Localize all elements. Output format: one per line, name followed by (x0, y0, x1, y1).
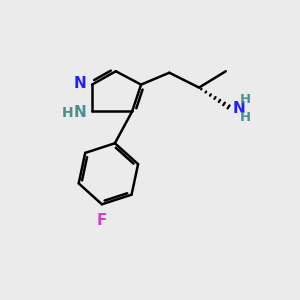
Text: H: H (62, 106, 74, 120)
Text: N: N (74, 76, 87, 91)
Text: H: H (239, 111, 250, 124)
Text: N: N (74, 105, 87, 120)
Text: H: H (239, 93, 250, 106)
Text: F: F (97, 213, 107, 228)
Text: N: N (232, 101, 245, 116)
